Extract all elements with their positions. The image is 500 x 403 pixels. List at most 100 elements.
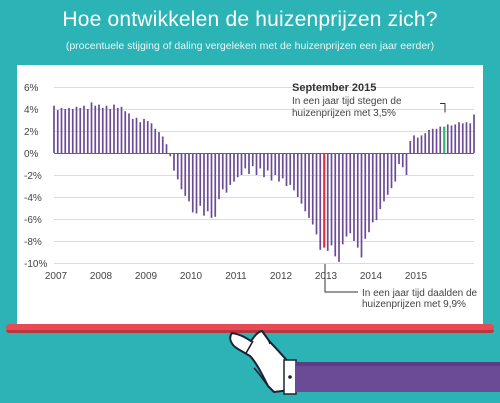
bar: [64, 109, 67, 153]
bar: [195, 153, 198, 214]
bar: [289, 153, 292, 185]
annotation-leader-high: [440, 103, 446, 113]
bar: [473, 114, 475, 153]
bar: [120, 106, 123, 153]
bar: [450, 125, 453, 153]
serving-tray-rim: [6, 330, 494, 333]
chart-title: Hoe ontwikkelen de huizenprijzen zich?: [62, 8, 438, 31]
bar: [248, 153, 250, 174]
bar: [446, 124, 449, 153]
bar: [345, 153, 348, 237]
bar: [349, 153, 352, 234]
bar: [300, 153, 303, 204]
bar: [161, 136, 164, 153]
bar: [311, 153, 314, 225]
bar: [353, 153, 355, 241]
y-tick-label: -2%: [24, 171, 42, 182]
bar: [83, 105, 85, 153]
y-tick-label: -4%: [24, 193, 42, 204]
bar: [176, 153, 179, 180]
bar: [53, 105, 55, 153]
bar: [278, 153, 280, 182]
bar: [390, 153, 393, 189]
bar: [199, 153, 202, 206]
x-tick-label: 2009: [135, 271, 158, 282]
annotation-leader-low: [324, 263, 358, 293]
bar: [210, 153, 213, 218]
bar: [319, 153, 322, 250]
bar: [90, 102, 93, 153]
y-tick-label: 4%: [24, 105, 39, 116]
bar: [386, 153, 389, 195]
bar: [431, 128, 434, 153]
bar: [206, 153, 209, 212]
x-tick-label: 2014: [360, 271, 383, 282]
bar: [221, 153, 224, 190]
bar: [86, 109, 89, 153]
bar: [266, 153, 269, 171]
bar: [469, 123, 472, 153]
highlighted-bar: [323, 153, 326, 248]
bar: [338, 153, 340, 262]
bar: [188, 153, 190, 202]
bar: [428, 129, 430, 153]
bar: [180, 153, 183, 190]
bar: [375, 153, 378, 221]
bar: [424, 133, 427, 153]
y-tick-label: -6%: [24, 215, 42, 226]
y-tick-label: 2%: [24, 127, 39, 138]
bar: [75, 106, 78, 153]
y-tick-label: 6%: [24, 83, 39, 94]
bar: [364, 153, 367, 239]
bar: [435, 128, 438, 153]
bar: [255, 153, 258, 175]
bar: [274, 153, 277, 175]
bar: [158, 132, 160, 153]
bar: [184, 153, 187, 196]
bar: [465, 122, 468, 153]
bar: [341, 153, 344, 245]
bar: [56, 110, 59, 153]
bar: [236, 153, 239, 178]
bar: [379, 153, 382, 210]
bar: [334, 153, 337, 257]
serving-tray: [6, 324, 494, 331]
bar: [203, 153, 205, 216]
y-tick-label: 0%: [24, 149, 39, 160]
bar: [420, 135, 423, 153]
bar: [368, 153, 370, 233]
x-tick-label: 2012: [270, 271, 293, 282]
bar: [330, 153, 333, 246]
annotation-heading: September 2015: [292, 82, 376, 94]
bar: [214, 153, 217, 217]
bar: [296, 153, 299, 197]
x-axis-tick-labels: 2007 2008 2009 2010 2011 2012 2013 2014 2015: [45, 271, 428, 282]
x-tick-label: 2010: [180, 271, 203, 282]
bar: [169, 153, 172, 157]
bar: [263, 153, 265, 178]
bar: [218, 153, 220, 200]
bar: [413, 135, 415, 153]
bar: [371, 153, 374, 223]
bar: [405, 153, 408, 175]
bar: [139, 122, 142, 153]
x-tick-label: 2015: [405, 271, 428, 282]
bar: [461, 123, 464, 153]
hand-icon: [229, 330, 291, 393]
bar: [68, 107, 70, 153]
bar: [281, 153, 284, 179]
annotations: September 2015 In een jaar tijd stegen de…: [292, 82, 478, 310]
bar: [71, 109, 74, 153]
bar: [244, 153, 247, 169]
bar: [131, 118, 134, 153]
annotation-text-high: huizenprijzen met 3,5%: [292, 108, 396, 119]
annotation-text-low: huizenprijzen met 9,9%: [362, 299, 466, 310]
bar: [398, 153, 400, 164]
bar: [315, 153, 318, 235]
bar: [293, 153, 295, 191]
bar: [124, 111, 127, 153]
chart-subtitle: (procentuele stijging of daling vergelek…: [65, 40, 435, 52]
bar: [146, 121, 149, 153]
